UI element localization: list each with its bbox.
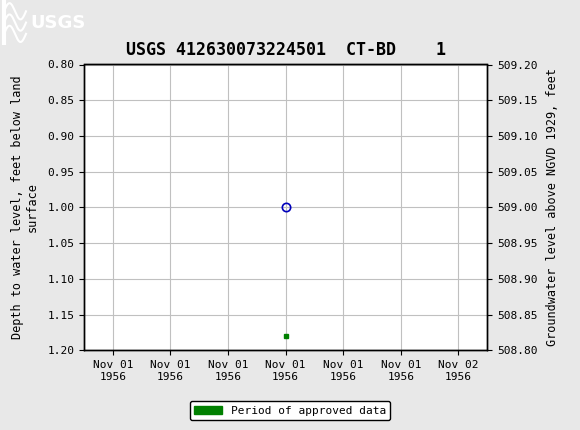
Y-axis label: Depth to water level, feet below land
surface: Depth to water level, feet below land su… [11,76,39,339]
Legend: Period of approved data: Period of approved data [190,401,390,420]
Text: USGS: USGS [30,14,85,31]
Title: USGS 412630073224501  CT-BD    1: USGS 412630073224501 CT-BD 1 [126,41,445,59]
Y-axis label: Groundwater level above NGVD 1929, feet: Groundwater level above NGVD 1929, feet [546,68,559,347]
